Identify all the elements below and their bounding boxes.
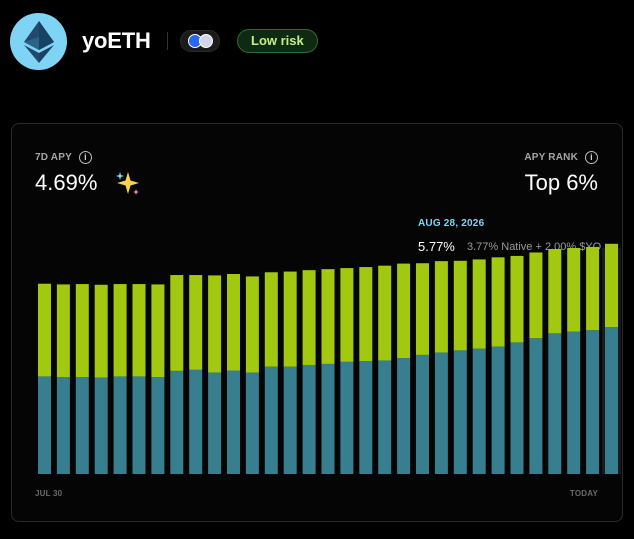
bar-reward[interactable] — [227, 274, 240, 371]
bar-reward[interactable] — [340, 268, 354, 362]
bar-native[interactable] — [264, 366, 278, 474]
bar-native[interactable] — [416, 354, 429, 474]
apy-label: 7D APY — [35, 151, 72, 163]
bar-reward[interactable] — [397, 263, 411, 359]
bar-reward[interactable] — [416, 263, 429, 355]
bar-native[interactable] — [56, 377, 70, 474]
bar-reward[interactable] — [75, 284, 89, 378]
bar-reward[interactable] — [189, 275, 203, 370]
bar-reward[interactable] — [151, 284, 165, 378]
bar-native[interactable] — [283, 366, 297, 474]
rank-label-row: APY RANK i — [524, 151, 598, 164]
vault-title: yoETH — [82, 28, 151, 53]
bar-reward[interactable] — [245, 276, 259, 373]
bar-reward[interactable] — [359, 267, 373, 362]
bar-reward[interactable] — [94, 284, 108, 378]
bar-native[interactable] — [491, 346, 505, 474]
bar-reward[interactable] — [170, 275, 184, 371]
bar-native[interactable] — [38, 376, 51, 474]
tooltip-value: 5.77% — [418, 239, 455, 254]
sparkle-icon — [116, 172, 139, 195]
apy-label-row: 7D APY i — [35, 151, 92, 164]
bar-native[interactable] — [472, 348, 486, 474]
bar-reward[interactable] — [132, 284, 146, 377]
bar-native[interactable] — [189, 369, 203, 474]
bar-native[interactable] — [378, 360, 392, 474]
bar-reward[interactable] — [548, 249, 562, 334]
bar-native[interactable] — [208, 372, 222, 474]
rank-label: APY RANK — [524, 151, 578, 163]
bar-native[interactable] — [94, 377, 108, 474]
vault-header: yoETH Low risk — [0, 0, 634, 90]
bar-reward[interactable] — [38, 283, 51, 377]
bar-native[interactable] — [397, 358, 411, 474]
bar-reward[interactable] — [567, 247, 581, 332]
bar-native[interactable] — [227, 370, 240, 474]
bar-reward[interactable] — [56, 284, 70, 378]
bar-reward[interactable] — [113, 284, 127, 377]
bar-reward[interactable] — [302, 270, 316, 365]
bar-reward[interactable] — [264, 272, 278, 367]
apy-chart-card: 7D APY i 4.69% APY RANK i Top 6% AUG 28,… — [11, 123, 623, 522]
ethereum-icon — [10, 13, 67, 70]
x-axis-end-label: TODAY — [569, 489, 598, 498]
header-divider — [167, 32, 168, 50]
bar-reward[interactable] — [453, 260, 467, 351]
bar-native[interactable] — [245, 372, 259, 474]
bar-reward[interactable] — [605, 243, 618, 328]
bar-native[interactable] — [548, 333, 562, 474]
bar-native[interactable] — [567, 331, 581, 474]
bar-reward[interactable] — [472, 259, 486, 349]
bar-reward[interactable] — [510, 255, 524, 343]
risk-badge[interactable]: Low risk — [237, 29, 318, 53]
bar-native[interactable] — [113, 376, 127, 474]
bar-native[interactable] — [529, 338, 543, 474]
bar-native[interactable] — [151, 377, 165, 474]
bar-reward[interactable] — [529, 252, 543, 339]
bar-native[interactable] — [75, 377, 89, 474]
bar-reward[interactable] — [491, 257, 505, 347]
bar-native[interactable] — [434, 352, 448, 474]
bar-native[interactable] — [605, 327, 618, 474]
bar-native[interactable] — [510, 342, 524, 474]
apy-bar-chart[interactable] — [12, 124, 624, 523]
bar-native[interactable] — [453, 350, 467, 474]
bar-reward[interactable] — [378, 265, 392, 361]
bar-reward[interactable] — [586, 246, 600, 331]
chain-badge[interactable] — [180, 30, 220, 52]
bar-native[interactable] — [170, 370, 184, 474]
bar-native[interactable] — [321, 363, 335, 474]
bar-native[interactable] — [340, 361, 354, 474]
bar-reward[interactable] — [321, 269, 335, 364]
bar-native[interactable] — [132, 376, 146, 474]
info-icon[interactable]: i — [78, 151, 92, 164]
bar-reward[interactable] — [434, 261, 448, 353]
bar-native[interactable] — [302, 364, 316, 474]
bar-native[interactable] — [586, 330, 600, 474]
x-axis-start-label: JUL 30 — [35, 489, 63, 498]
bar-native[interactable] — [359, 361, 373, 474]
apy-value: 4.69% — [35, 170, 98, 195]
rank-value: Top 6% — [524, 170, 598, 195]
bar-reward[interactable] — [283, 271, 297, 367]
tooltip-date: AUG 28, 2026 — [418, 218, 485, 229]
bar-reward[interactable] — [208, 275, 222, 373]
ethereum-chain-icon — [199, 34, 213, 48]
info-icon[interactable]: i — [585, 151, 598, 164]
